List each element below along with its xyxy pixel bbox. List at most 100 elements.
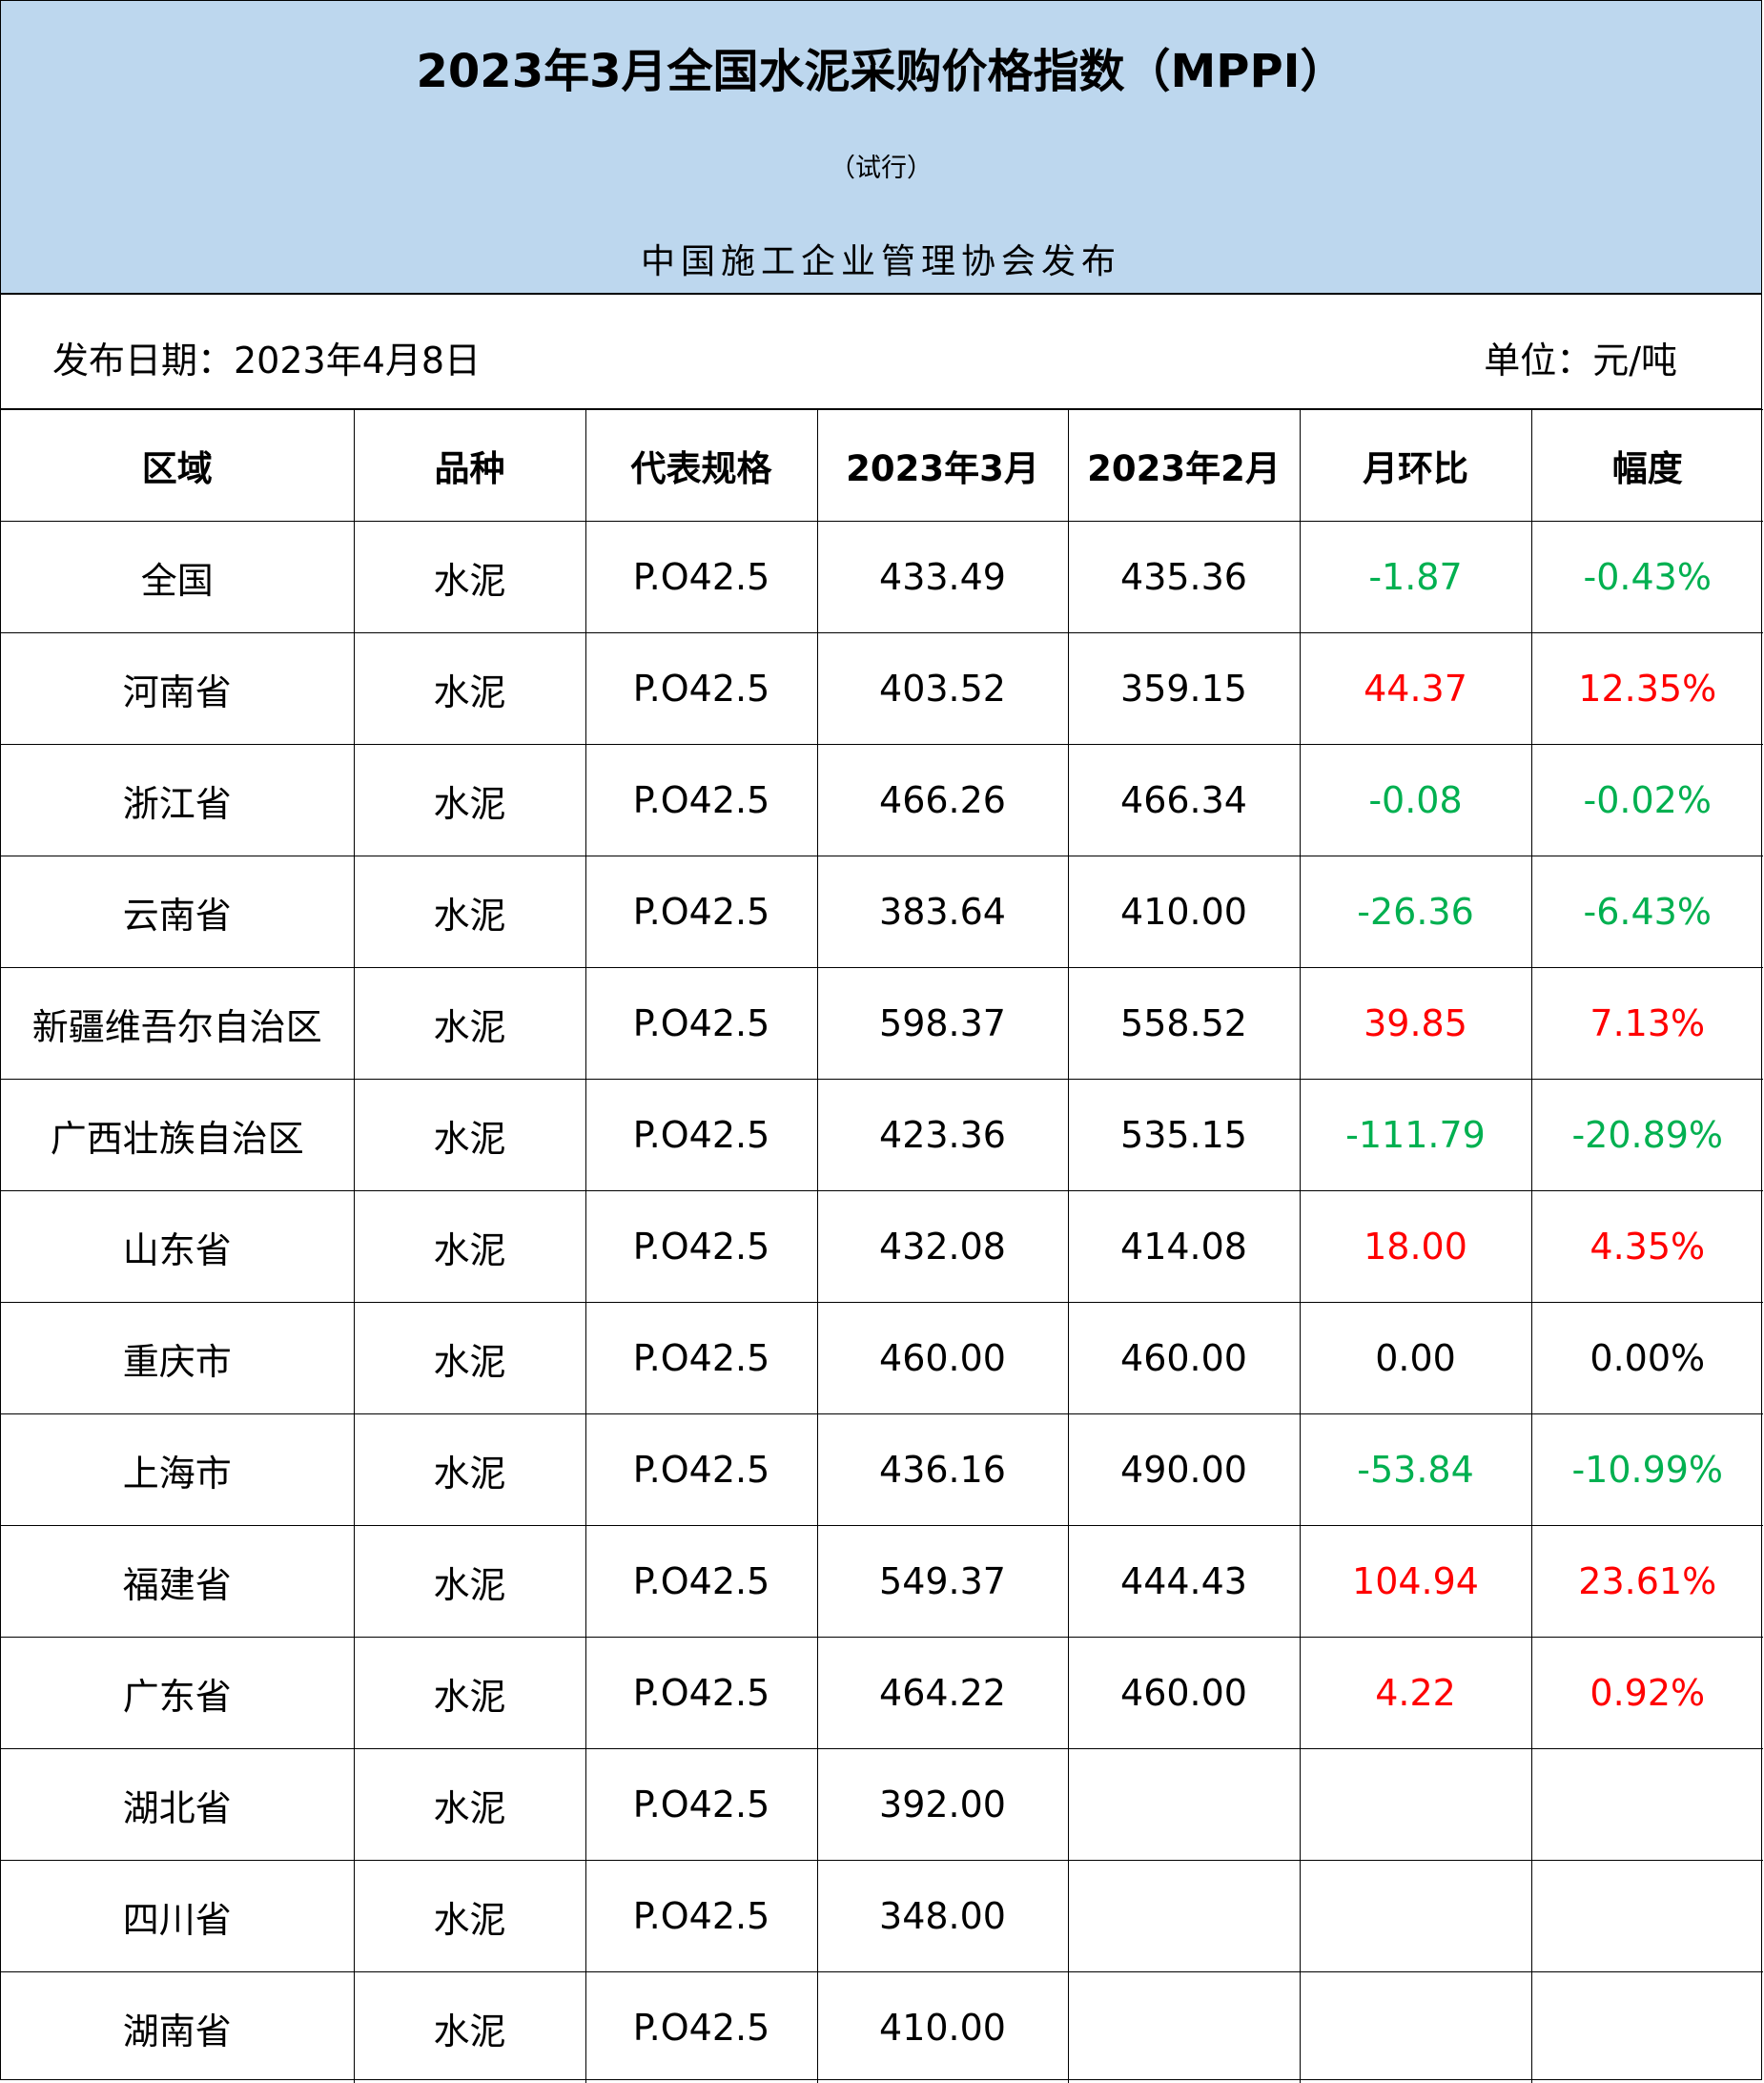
march-price-cell: 436.16 [817,1414,1068,1526]
column-header-mom-change: 月环比 [1300,410,1531,522]
report-title: 2023年3月全国水泥采购价格指数（MPPI） [1,33,1761,100]
type-cell: 水泥 [354,1080,585,1191]
mom-change-cell: -111.79 [1300,1080,1531,1191]
type-cell: 水泥 [354,968,585,1080]
spec-cell: P.O42.5 [585,1080,817,1191]
spec-cell: P.O42.5 [585,1749,817,1861]
column-header-spec: 代表规格 [585,410,817,522]
mom-change-cell [1300,1972,1531,2083]
march-price-cell: 392.00 [817,1749,1068,1861]
mom-change-cell: 104.94 [1300,1526,1531,1638]
march-price-cell: 464.22 [817,1638,1068,1749]
mom-change-cell: -53.84 [1300,1414,1531,1526]
mom-change-cell: -0.08 [1300,745,1531,856]
column-header-february: 2023年2月 [1068,410,1300,522]
february-price-cell [1068,1861,1300,1972]
type-cell: 水泥 [354,1526,585,1638]
february-price-cell: 444.43 [1068,1526,1300,1638]
change-pct-cell [1531,1972,1763,2083]
february-price-cell: 558.52 [1068,968,1300,1080]
region-cell: 河南省 [1,633,354,745]
february-price-cell: 359.15 [1068,633,1300,745]
spec-cell: P.O42.5 [585,1526,817,1638]
spec-cell: P.O42.5 [585,1861,817,1972]
spec-cell: P.O42.5 [585,633,817,745]
region-cell: 浙江省 [1,745,354,856]
mom-change-cell: -26.36 [1300,856,1531,968]
february-price-cell: 490.00 [1068,1414,1300,1526]
march-price-cell: 383.64 [817,856,1068,968]
publish-date: 发布日期：2023年4月8日 [52,331,481,383]
type-cell: 水泥 [354,633,585,745]
march-price-cell: 423.36 [817,1080,1068,1191]
march-price-cell: 432.08 [817,1191,1068,1303]
february-price-cell: 460.00 [1068,1638,1300,1749]
mom-change-cell: 0.00 [1300,1303,1531,1414]
change-pct-cell: -6.43% [1531,856,1763,968]
type-cell: 水泥 [354,1638,585,1749]
spec-cell: P.O42.5 [585,1414,817,1526]
change-pct-cell: 0.00% [1531,1303,1763,1414]
column-header-march: 2023年3月 [817,410,1068,522]
february-price-cell: 466.34 [1068,745,1300,856]
march-price-cell: 598.37 [817,968,1068,1080]
column-header-type: 品种 [354,410,585,522]
mom-change-cell [1300,1749,1531,1861]
march-price-cell: 410.00 [817,1972,1068,2083]
change-pct-cell: -10.99% [1531,1414,1763,1526]
region-cell: 广西壮族自治区 [1,1080,354,1191]
report-header: 2023年3月全国水泥采购价格指数（MPPI） （试行） 中国施工企业管理协会发… [1,1,1761,295]
mom-change-cell: 39.85 [1300,968,1531,1080]
change-pct-cell [1531,1861,1763,1972]
table-header-row: 区域 品种 代表规格 2023年3月 2023年2月 月环比 幅度 [1,410,1763,522]
mom-change-cell [1300,1861,1531,1972]
february-price-cell: 410.00 [1068,856,1300,968]
column-header-change-pct: 幅度 [1531,410,1763,522]
region-cell: 山东省 [1,1191,354,1303]
mom-change-cell: 4.22 [1300,1638,1531,1749]
type-cell: 水泥 [354,1861,585,1972]
march-price-cell: 433.49 [817,522,1068,633]
region-cell: 湖北省 [1,1749,354,1861]
type-cell: 水泥 [354,1414,585,1526]
type-cell: 水泥 [354,745,585,856]
region-cell: 新疆维吾尔自治区 [1,968,354,1080]
spec-cell: P.O42.5 [585,745,817,856]
march-price-cell: 466.26 [817,745,1068,856]
march-price-cell: 348.00 [817,1861,1068,1972]
spec-cell: P.O42.5 [585,968,817,1080]
spec-cell: P.O42.5 [585,856,817,968]
type-cell: 水泥 [354,1972,585,2083]
march-price-cell: 549.37 [817,1526,1068,1638]
spec-cell: P.O42.5 [585,1638,817,1749]
region-cell: 全国 [1,522,354,633]
change-pct-cell: -0.43% [1531,522,1763,633]
spec-cell: P.O42.5 [585,1303,817,1414]
mom-change-cell: -1.87 [1300,522,1531,633]
spec-cell: P.O42.5 [585,1972,817,2083]
change-pct-cell: 7.13% [1531,968,1763,1080]
change-pct-cell: -20.89% [1531,1080,1763,1191]
change-pct-cell: -0.02% [1531,745,1763,856]
spec-cell: P.O42.5 [585,1191,817,1303]
region-cell: 广东省 [1,1638,354,1749]
mom-change-cell: 44.37 [1300,633,1531,745]
march-price-cell: 460.00 [817,1303,1068,1414]
february-price-cell: 414.08 [1068,1191,1300,1303]
report-subtitle: （试行） [1,147,1761,184]
region-cell: 上海市 [1,1414,354,1526]
region-cell: 湖南省 [1,1972,354,2083]
